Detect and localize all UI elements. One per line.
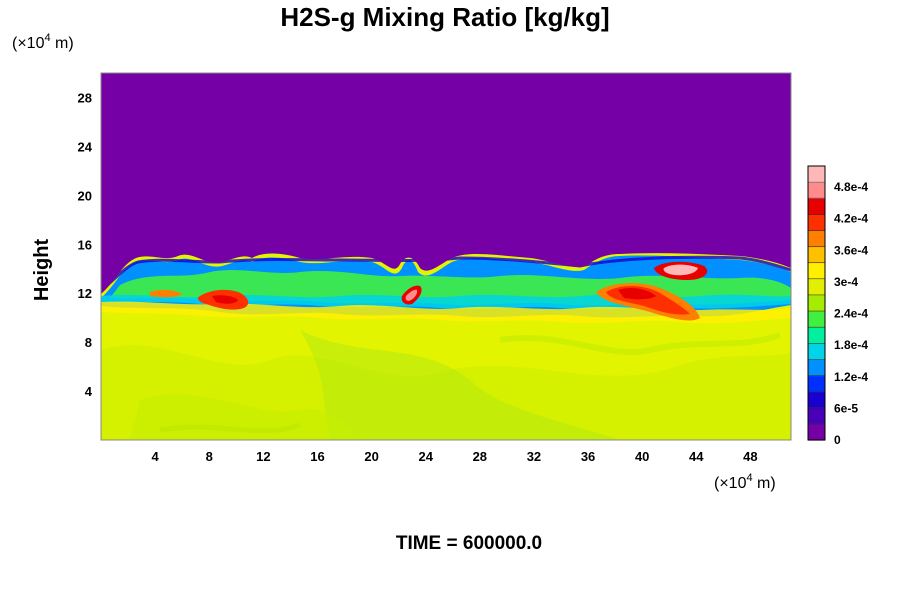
colorbar-swatch	[808, 343, 825, 361]
colorbar-swatch	[808, 214, 825, 232]
colorbar-swatch	[808, 359, 825, 377]
colorbar-tick-label: 3e-4	[834, 275, 858, 289]
colorbar-swatch	[808, 246, 825, 264]
colorbar-swatch	[808, 166, 825, 183]
x-tick-label: 40	[635, 449, 649, 464]
y-axis-unit: (×104 m)	[12, 32, 74, 52]
x-tick-label: 44	[689, 449, 704, 464]
patch-12km-core	[212, 295, 238, 304]
colorbar-tick-label: 4.2e-4	[834, 212, 868, 226]
x-tick-label: 8	[206, 449, 213, 464]
colorbar-frame	[807, 165, 826, 441]
colorbar-swatch	[808, 230, 825, 248]
colorbar-tick-label: 0	[834, 433, 841, 447]
plot-area	[101, 73, 791, 440]
y-tick-label: 8	[85, 335, 92, 350]
patch-12km-group	[150, 289, 249, 310]
patch-43km-group	[654, 261, 708, 280]
x-tick-label: 16	[310, 449, 324, 464]
colorbar-tick-label: 4.8e-4	[834, 180, 868, 194]
colorbar-tick-label: 2.4e-4	[834, 307, 868, 321]
region-upper-layer	[101, 73, 791, 294]
region-lower-band-fringe	[101, 301, 791, 324]
x-tick-label: 12	[256, 449, 270, 464]
patch-23km-core	[405, 289, 418, 301]
x-axis-ticks: 4 8 12 16 20 24 28 32 36 40 44 48	[152, 449, 758, 464]
x-tick-label: 28	[473, 449, 487, 464]
chart-title: H2S-g Mixing Ratio [kg/kg]	[280, 2, 609, 32]
colorbar-tick-label: 6e-5	[834, 401, 858, 415]
x-tick-label: 32	[527, 449, 541, 464]
x-axis-unit: (×104 m)	[714, 472, 776, 492]
colorbar-tick-label: 1.8e-4	[834, 338, 868, 352]
colorbar	[807, 165, 826, 441]
colorbar-swatch	[808, 262, 825, 280]
y-tick-label: 28	[78, 90, 92, 105]
y-tick-label: 16	[78, 237, 92, 252]
colorbar-tick-label: 3.6e-4	[834, 243, 868, 257]
colorbar-swatch	[808, 294, 825, 312]
colorbar-ticks: 0 6e-5 1.2e-4 1.8e-4 2.4e-4 3e-4 3.6e-4 4.2e-4 4…	[834, 180, 868, 447]
colorbar-tick-label: 1.2e-4	[834, 370, 868, 384]
colorbar-swatch	[808, 375, 825, 393]
patch-40km-core	[618, 288, 656, 300]
colorbar-swatch	[808, 423, 825, 441]
patch-43km-core	[663, 264, 698, 276]
y-tick-label: 24	[78, 139, 93, 154]
colorbar-swatch	[808, 198, 825, 215]
x-tick-label: 36	[581, 449, 595, 464]
colorbar-swatch	[808, 182, 825, 199]
colorbar-swatch	[808, 391, 825, 409]
x-tick-label: 4	[152, 449, 160, 464]
patch-40km-group	[596, 283, 700, 321]
colorbar-swatch	[808, 311, 825, 328]
y-tick-label: 4	[85, 384, 93, 399]
y-tick-label: 20	[78, 188, 92, 203]
time-label: TIME = 600000.0	[396, 533, 542, 554]
y-axis-label: Height	[31, 239, 53, 302]
y-tick-label: 12	[78, 286, 92, 301]
y-axis-ticks: 4 8 12 16 20 24 28	[78, 90, 93, 399]
plot-frame	[100, 72, 792, 441]
colorbar-swatch	[808, 407, 825, 425]
x-tick-label: 48	[743, 449, 757, 464]
lower-layer-texture	[101, 330, 791, 440]
colorbar-swatch	[808, 327, 825, 344]
x-tick-label: 24	[418, 449, 433, 464]
patch-6km	[150, 289, 182, 298]
colorbar-swatch	[808, 278, 825, 296]
x-tick-label: 20	[364, 449, 378, 464]
